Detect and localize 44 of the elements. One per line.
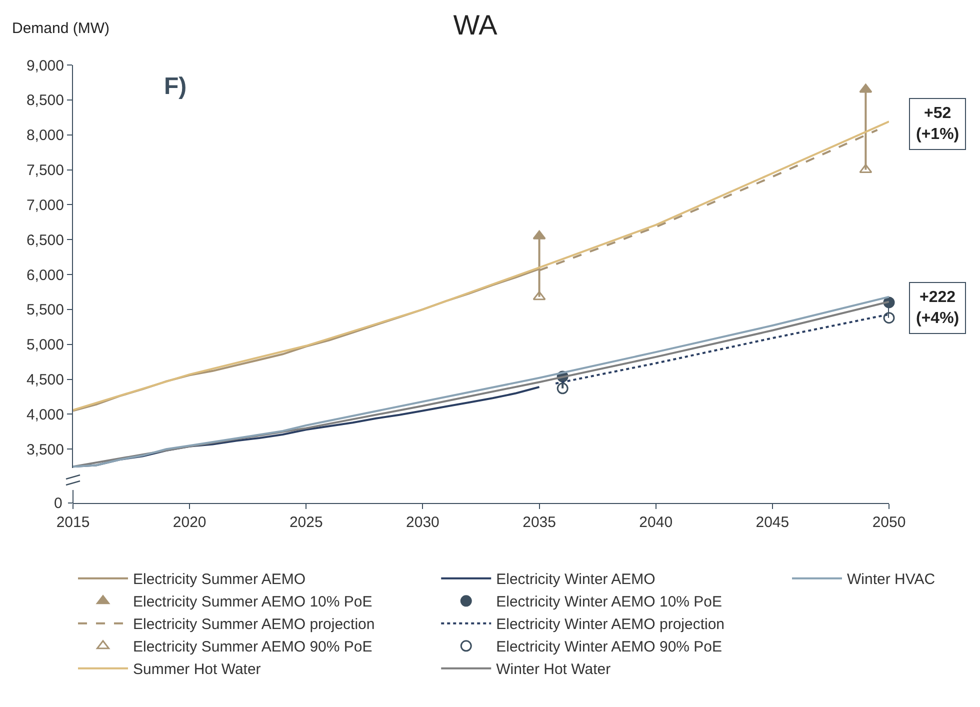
legend-label: Electricity Summer AEMO 10% PoE [133, 594, 372, 611]
legend-label: Electricity Winter AEMO [496, 571, 656, 588]
legend-label: Electricity Winter AEMO projection [496, 616, 725, 634]
y-tick-label: 9,000 [26, 57, 64, 74]
y-tick-label: 6,500 [26, 232, 64, 249]
y-tick-label: 5,500 [26, 302, 64, 319]
x-tick-label: 2025 [289, 514, 323, 531]
annotation: +52 (+1%) [916, 105, 960, 143]
annotation: F) [164, 73, 187, 100]
y-tick-label: 4,500 [26, 372, 64, 389]
point [532, 230, 546, 240]
y-tick-label: 4,000 [26, 406, 64, 424]
y-tick-label: 6,000 [26, 266, 64, 284]
legend-label: Electricity Winter AEMO 90% PoE [496, 638, 722, 656]
legend-label: Electricity Summer AEMO 90% PoE [133, 638, 372, 656]
x-tick-label: 2030 [406, 514, 440, 531]
legend-label: Summer Hot Water [133, 661, 261, 678]
y-axis-title: Demand (MW) [12, 20, 110, 37]
y-tick-label: 3,500 [26, 441, 64, 458]
x-tick-label: 2045 [756, 514, 790, 531]
legend-label: Winter HVAC [847, 571, 936, 588]
line-series [73, 120, 889, 412]
text: 0 [54, 495, 62, 512]
annotation: +222 (+4%) [916, 289, 960, 327]
x-tick-label: 2035 [522, 514, 556, 531]
point [859, 84, 872, 93]
point [532, 291, 546, 300]
x-tick-label: 2015 [56, 514, 90, 531]
chart-title: WA [453, 10, 498, 41]
y-tick-label: 7,500 [26, 162, 64, 180]
y-tick-label: 8,500 [26, 92, 64, 110]
x-tick-label: 2020 [172, 514, 206, 531]
y-tick-label: 7,000 [26, 196, 64, 214]
x-tick-label: 2050 [872, 514, 906, 531]
y-tick-label: 5,000 [26, 336, 64, 354]
legend-label: Electricity Summer AEMO projection [133, 616, 375, 634]
x-tick-label: 2040 [639, 514, 673, 531]
legend-label: Electricity Winter AEMO 10% PoE [496, 594, 722, 611]
legend-label: Electricity Summer AEMO [133, 571, 306, 588]
legend-label: Winter Hot Water [496, 661, 611, 678]
point [859, 164, 872, 174]
y-tick-label: 8,000 [26, 127, 64, 144]
point [556, 382, 568, 394]
point [883, 312, 895, 324]
